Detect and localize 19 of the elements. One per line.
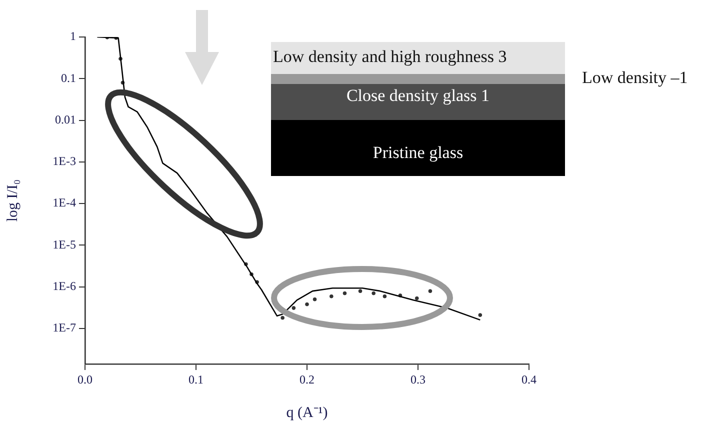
x-tick-label: 0.3 bbox=[410, 372, 426, 386]
annotation: Pristine glass bbox=[372, 143, 464, 163]
text: Low density –1 bbox=[582, 68, 688, 88]
annotation: Low density and high roughness 3 bbox=[273, 47, 507, 67]
x-tick-label: 0.0 bbox=[78, 372, 92, 386]
annotation: Close density glass 1 bbox=[345, 86, 491, 106]
x-tick-label: 0.1 bbox=[188, 372, 204, 386]
y-tick-label: 1E-7 bbox=[52, 320, 76, 335]
y-tick-label: 1E-3 bbox=[52, 154, 76, 168]
y-tick-label: 0.01 bbox=[55, 112, 76, 126]
y-axis-title: log I/I₀ bbox=[4, 179, 21, 222]
y-tick-label: 0.1 bbox=[61, 70, 76, 85]
y-tick-label: 1E-6 bbox=[52, 278, 76, 293]
x-axis-title: q (A⁻¹) bbox=[286, 404, 328, 421]
y-tick-label: 1E-5 bbox=[52, 237, 76, 252]
y-tick-label: 1 bbox=[70, 29, 76, 44]
x-tick-label: 0.4 bbox=[522, 372, 536, 386]
x-tick-label: 0.2 bbox=[300, 372, 314, 386]
y-tick-label: 1E-4 bbox=[52, 196, 76, 210]
